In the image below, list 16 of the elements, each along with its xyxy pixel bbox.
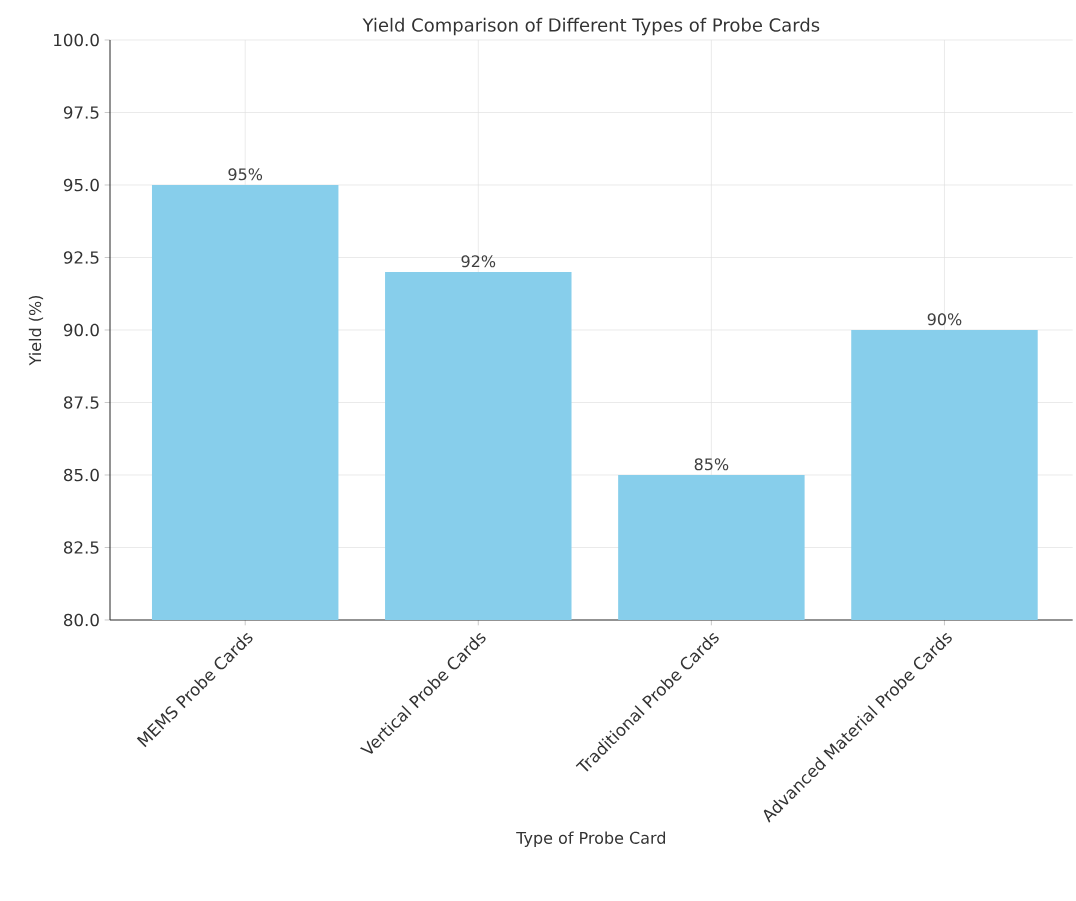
y-tick-label: 97.5 [63, 106, 99, 119]
y-tick-label: 85.0 [63, 468, 99, 482]
y-tick-label: 87.5 [63, 396, 99, 409]
y-tick-label: 92.5 [63, 251, 99, 264]
data-label: 95% [228, 168, 263, 181]
x-axis-title: Type of Probe Card [516, 831, 666, 847]
y-axis-title: Yield (%) [28, 295, 44, 366]
y-tick-label: 95.0 [63, 178, 99, 192]
data-label: 90% [927, 313, 962, 326]
y-tick-label: 80.0 [63, 613, 99, 627]
chart-title: Yield Comparison of Different Types of Probe Cards [362, 17, 820, 36]
y-tick-label: 100.0 [54, 33, 99, 47]
y-tick-label: 82.5 [63, 541, 99, 554]
data-label: 85% [694, 458, 729, 471]
data-label: 92% [461, 255, 496, 268]
y-tick-label: 90.0 [63, 323, 99, 337]
